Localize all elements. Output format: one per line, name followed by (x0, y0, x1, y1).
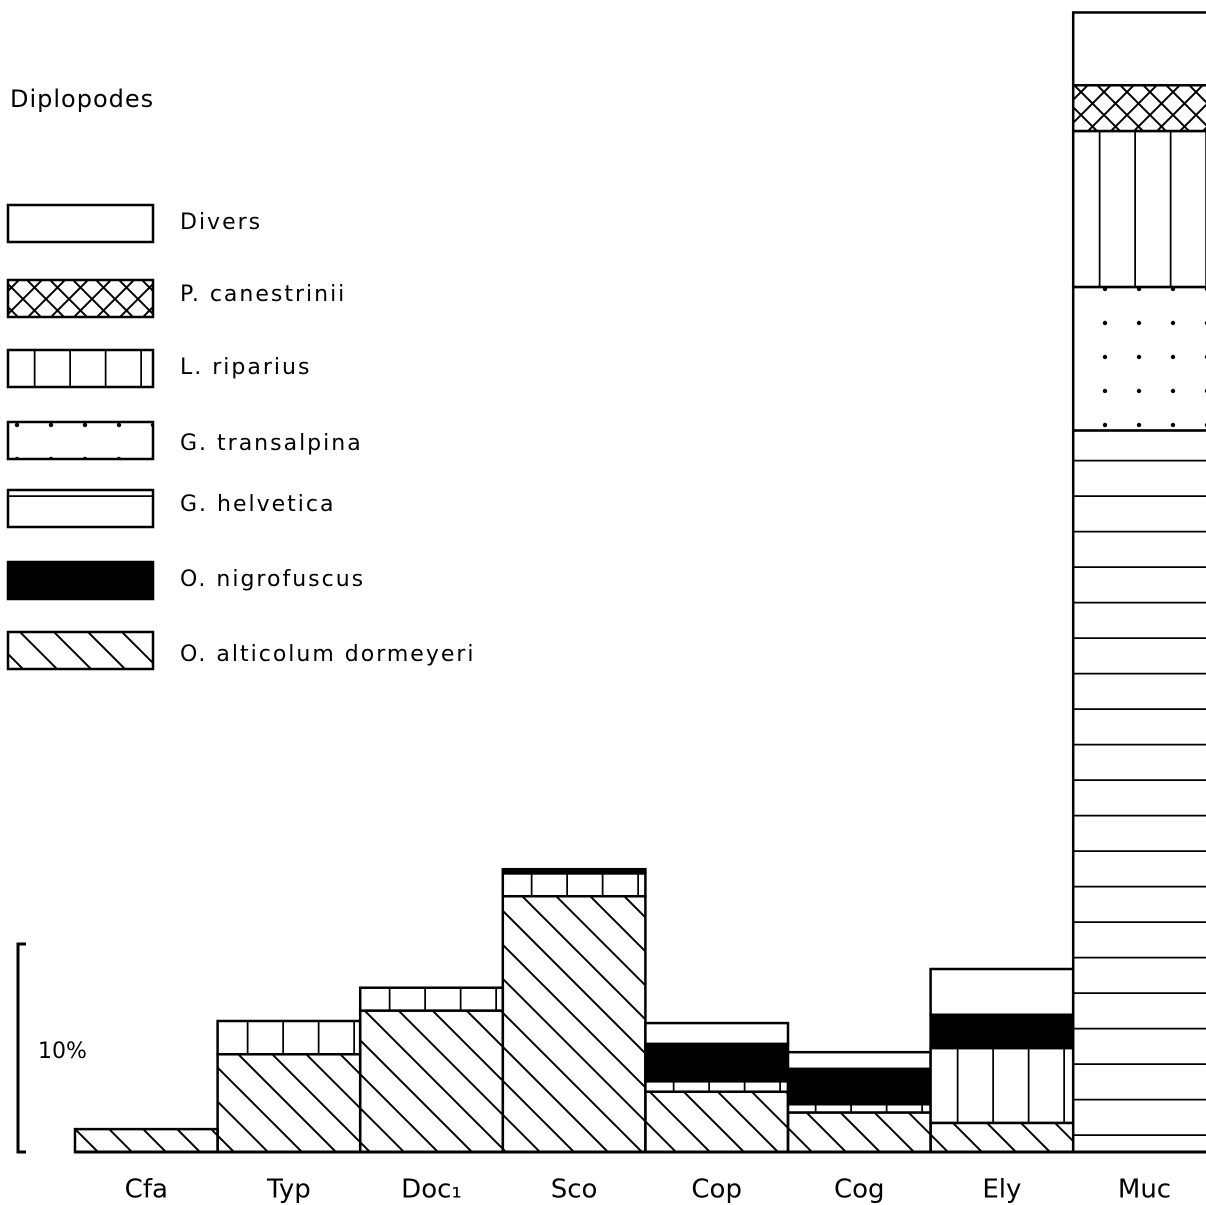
x-tick-label: Sco (551, 1175, 598, 1205)
bar-segment (644, 1021, 790, 1046)
x-tick-label: Doc₁ (401, 1175, 462, 1205)
legend-swatch (6, 203, 155, 244)
bar-segment (216, 1053, 362, 1154)
bar-segment (73, 1127, 219, 1154)
bar-segment (929, 1046, 1075, 1125)
bar-segment (216, 1019, 362, 1056)
bar-segment (501, 872, 647, 898)
bar-segment (786, 1067, 932, 1106)
legend-swatch (6, 278, 155, 319)
bar-segment (1071, 11, 1206, 87)
bar-segment (358, 986, 505, 1012)
legend-label: G. helvetica (180, 492, 336, 517)
legend-swatch (6, 348, 155, 389)
legend-label: O. alticolum dormeyeri (180, 642, 476, 667)
bar-segment (929, 967, 1075, 1017)
legend-swatch (6, 560, 155, 601)
x-tick-label: Cfa (125, 1175, 168, 1205)
legend-label: P. canestrinii (180, 282, 346, 307)
bar-segment (501, 867, 647, 875)
bar-segment (1071, 84, 1206, 133)
bar-segment (501, 894, 647, 1154)
legend-swatch (6, 420, 155, 461)
bar-segment (644, 1090, 790, 1154)
bar-segment (1071, 285, 1206, 432)
legend-label: G. transalpina (180, 431, 363, 456)
bar-segment (1071, 429, 1206, 1154)
legend-swatch (6, 630, 155, 671)
legend-label: Divers (180, 210, 262, 235)
x-tick-label: Cop (691, 1175, 742, 1205)
bar-segment (644, 1042, 790, 1083)
x-tick-label: Cog (834, 1175, 885, 1205)
bar-segment (786, 1111, 932, 1154)
bar-segment (644, 1080, 790, 1093)
legend-label: L. riparius (180, 355, 311, 380)
bar-segment (929, 1121, 1075, 1154)
x-tick-label: Muc (1118, 1175, 1171, 1205)
scale-bar-label: 10% (38, 1039, 87, 1064)
bar-segment (1071, 129, 1206, 289)
scale-bar (16, 942, 26, 1154)
chart-title: Diplopodes (10, 85, 154, 113)
x-tick-label: Ely (982, 1175, 1021, 1205)
bar-segment (786, 1050, 932, 1071)
x-tick-label: Typ (266, 1175, 311, 1205)
bar-segment (929, 1013, 1075, 1050)
bar-segment (358, 1009, 505, 1154)
legend-label: O. nigrofuscus (180, 567, 365, 592)
legend-swatch (6, 488, 155, 529)
